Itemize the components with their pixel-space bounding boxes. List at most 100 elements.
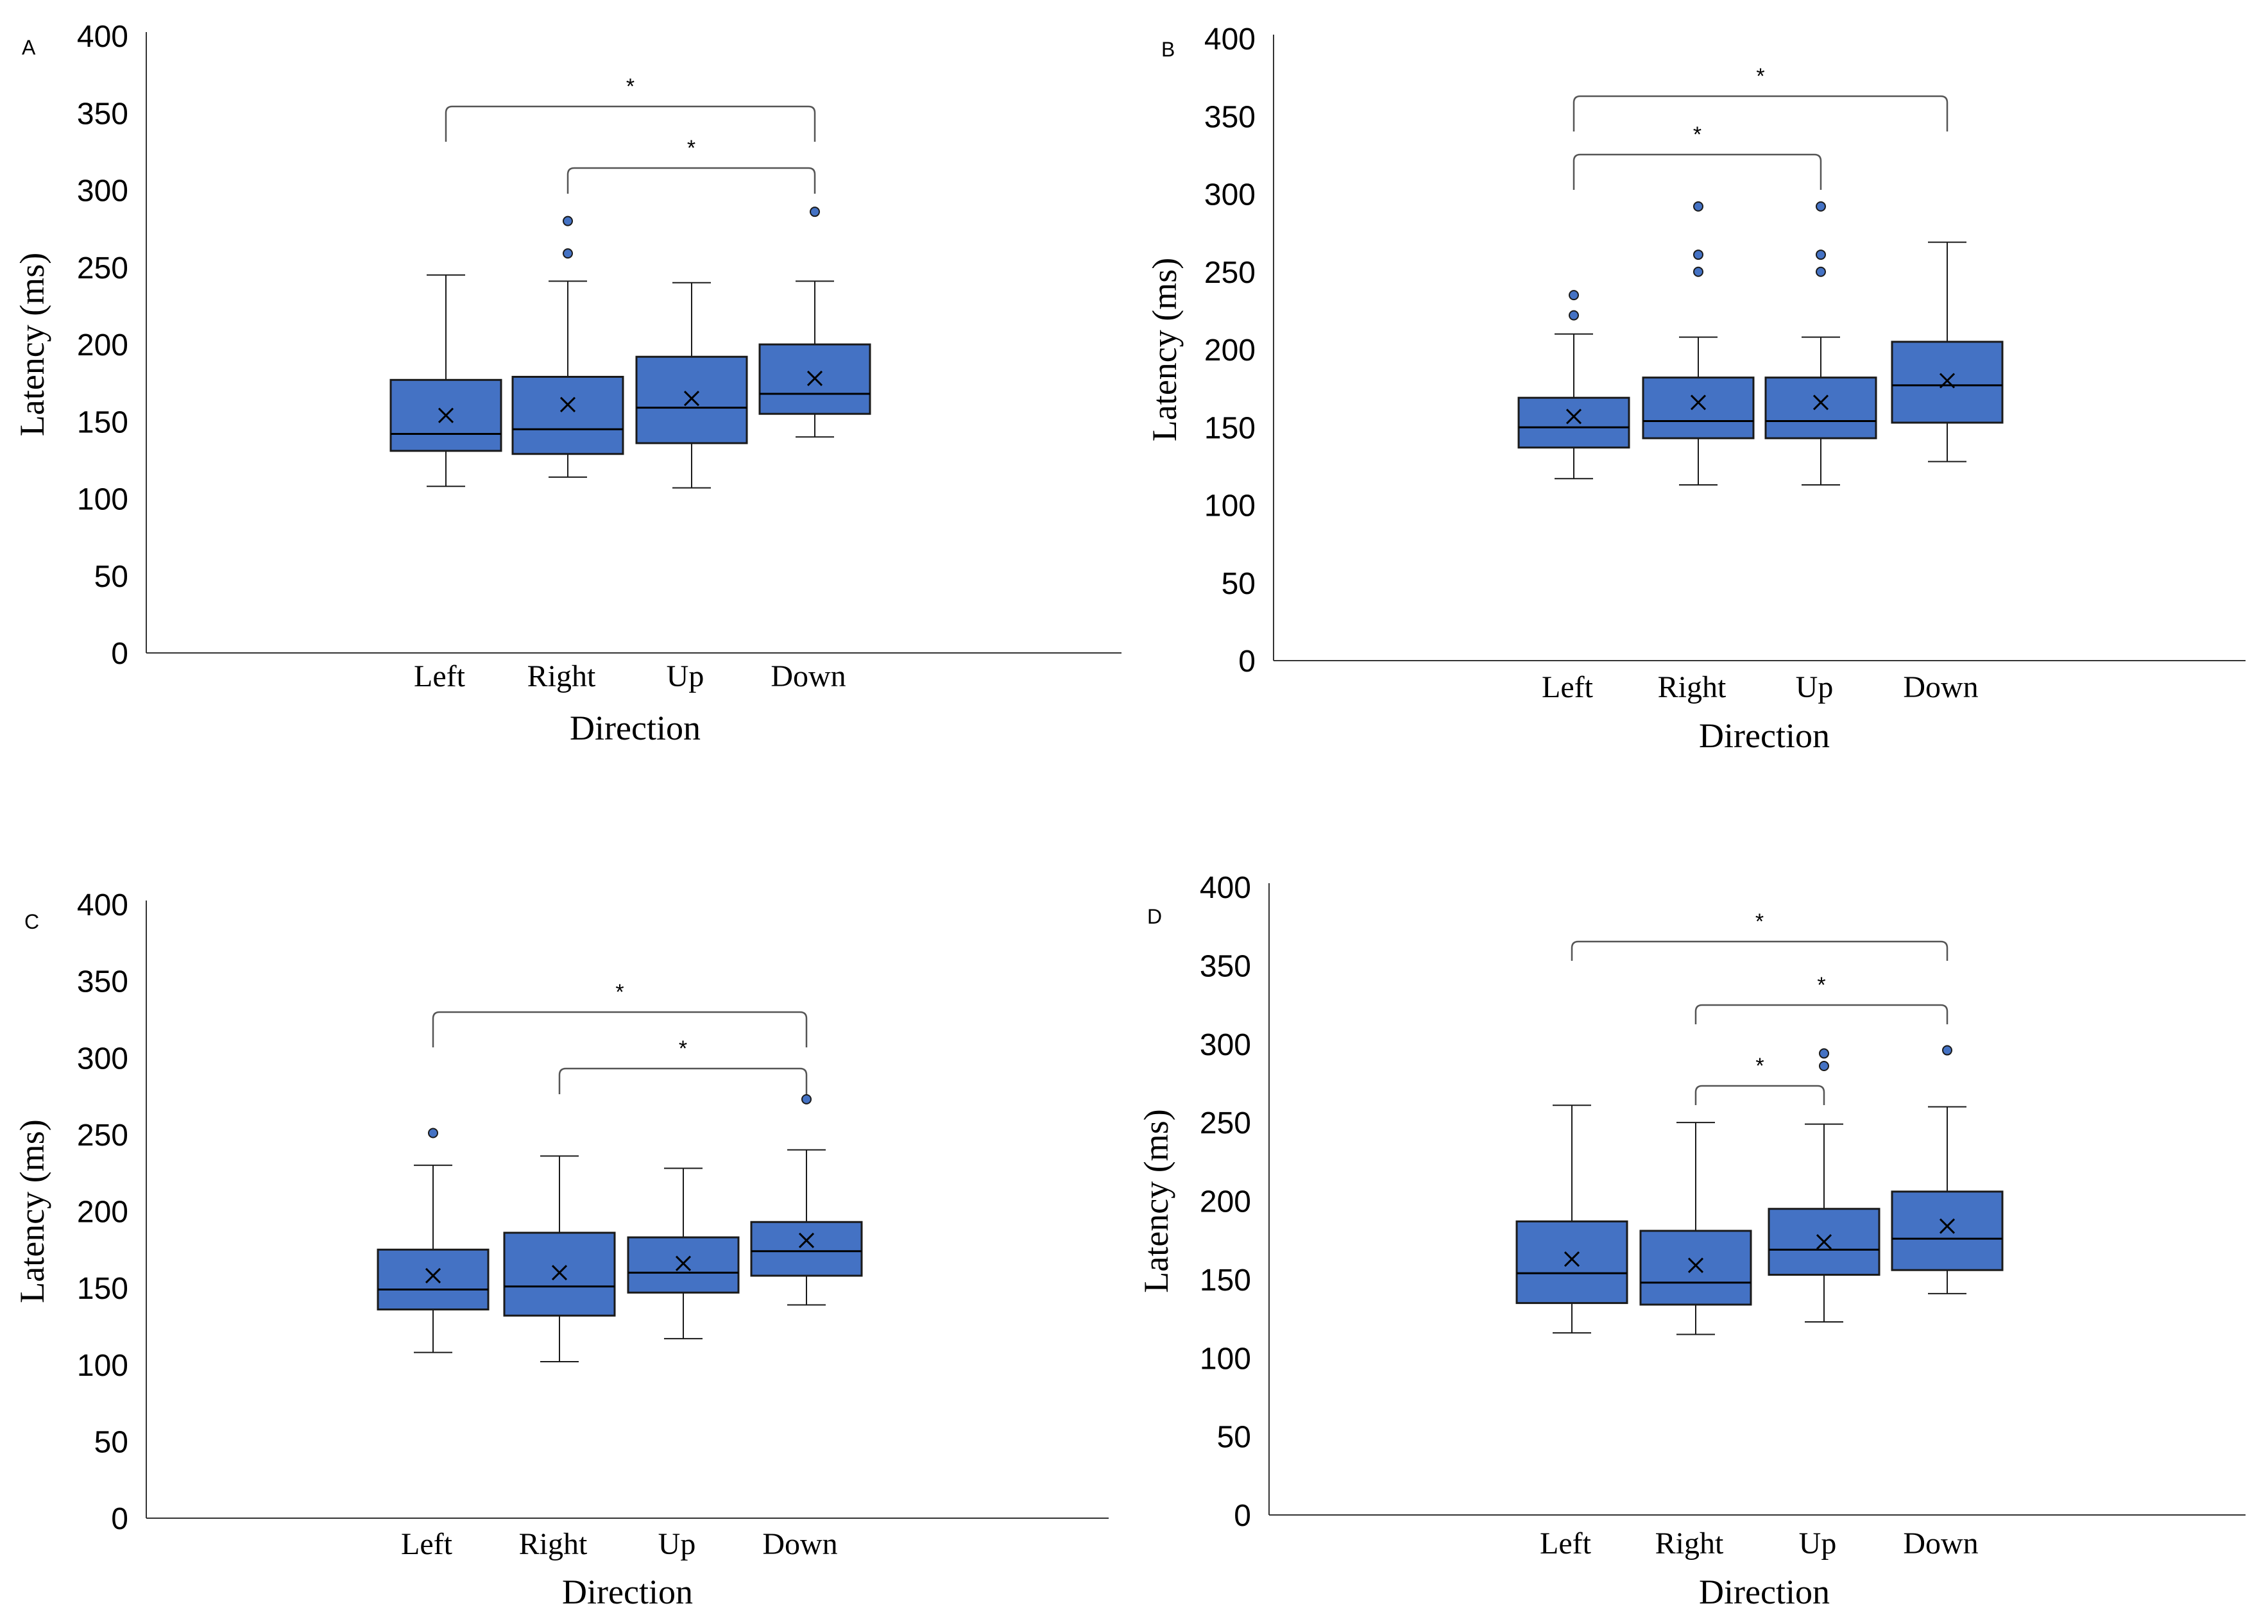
- box-right: [503, 1231, 616, 1317]
- significance-bracket: [1573, 153, 1822, 190]
- box-right: [511, 376, 624, 455]
- x-category-label: Left: [414, 659, 466, 693]
- outlier-point: [1942, 1045, 1952, 1056]
- y-tick-label: 350: [77, 97, 128, 131]
- outlier-point: [1569, 310, 1579, 321]
- outlier-point: [1819, 1061, 1829, 1072]
- significance-bracket: [1694, 1004, 1948, 1024]
- x-category-label: Up: [658, 1527, 696, 1561]
- box-down: [750, 1221, 863, 1277]
- y-tick-label: 50: [94, 1425, 128, 1459]
- x-category-label: Right: [527, 659, 596, 693]
- box-down: [1891, 1190, 2004, 1271]
- outlier-point: [810, 207, 820, 217]
- y-tick-label: 300: [1200, 1028, 1251, 1062]
- box-left: [1515, 1220, 1628, 1305]
- outlier-point: [1816, 266, 1826, 277]
- box-right: [1639, 1230, 1752, 1306]
- mean-marker: [806, 370, 823, 386]
- y-tick-label: 50: [1217, 1421, 1251, 1455]
- significance-bracket: [1694, 1085, 1825, 1105]
- significance-bracket: [432, 1011, 808, 1047]
- significance-star: *: [687, 136, 695, 160]
- x-category-label: Down: [771, 659, 846, 693]
- mean-marker: [1812, 394, 1829, 410]
- mean-marker: [1565, 409, 1582, 425]
- x-category-label: Right: [519, 1527, 588, 1561]
- chart-panel-a: A 0 50 100 150 200 250 300 350 400 Latency (ms) Dir…: [13, 20, 1121, 747]
- mean-marker: [1939, 1218, 1956, 1234]
- y-axis-title: Latency (ms): [13, 253, 51, 436]
- y-tick-label: 0: [111, 637, 128, 671]
- x-axis-title: Direction: [562, 1573, 693, 1611]
- mean-marker: [1939, 373, 1956, 389]
- x-axis-title: Direction: [1699, 1573, 1830, 1611]
- significance-bracket: [445, 105, 816, 142]
- mean-marker: [1687, 1257, 1704, 1273]
- mean-marker: [798, 1232, 815, 1249]
- y-tick-label: 400: [1204, 22, 1256, 56]
- y-tick-label: 0: [1238, 645, 1256, 679]
- x-category-label: Down: [762, 1527, 837, 1561]
- box-left: [389, 378, 502, 452]
- mean-marker: [1564, 1251, 1580, 1267]
- x-category-label: Left: [1540, 1527, 1592, 1561]
- y-tick-label: 400: [1200, 871, 1251, 905]
- box-up: [1764, 376, 1877, 439]
- outlier-point: [563, 248, 573, 259]
- x-category-label: Down: [1903, 670, 1978, 704]
- significance-bracket: [1573, 95, 1948, 131]
- mean-marker: [551, 1265, 568, 1281]
- outlier-point: [563, 216, 573, 226]
- y-tick-label: 150: [1200, 1264, 1251, 1298]
- significance-bracket: [1571, 940, 1948, 961]
- y-tick-label: 0: [1234, 1499, 1251, 1533]
- y-tick-label: 150: [1204, 411, 1256, 445]
- y-axis-title: Latency (ms): [1145, 258, 1184, 441]
- significance-star: *: [1755, 1054, 1764, 1078]
- mean-marker: [675, 1255, 692, 1271]
- x-category-label: Down: [1903, 1527, 1978, 1561]
- outlier-point: [1816, 250, 1826, 260]
- significance-star: *: [615, 980, 624, 1004]
- y-tick-label: 100: [1200, 1342, 1251, 1376]
- outlier-point: [1693, 266, 1703, 277]
- y-tick-label: 200: [77, 328, 128, 362]
- y-tick-label: 250: [77, 251, 128, 285]
- x-category-label: Right: [1658, 670, 1727, 704]
- box-down: [1891, 341, 2004, 424]
- y-tick-label: 400: [77, 20, 128, 54]
- x-axis-title: Direction: [1699, 716, 1830, 755]
- y-tick-label: 0: [111, 1502, 128, 1536]
- panel-label: A: [22, 36, 36, 59]
- y-tick-label: 350: [77, 965, 128, 999]
- panel-label: C: [24, 910, 39, 933]
- y-tick-label: 200: [1204, 334, 1256, 368]
- y-tick-label: 250: [77, 1119, 128, 1153]
- significance-star: *: [1693, 123, 1701, 147]
- y-tick-label: 350: [1204, 100, 1256, 134]
- y-tick-label: 100: [77, 1349, 128, 1383]
- mean-marker: [1690, 394, 1707, 410]
- significance-star: *: [626, 74, 635, 99]
- chart-panel-c: C 0 50 100 150 200 250 300 350 400 Latency (ms) Dir…: [13, 888, 1109, 1611]
- y-tick-label: 200: [1200, 1185, 1251, 1219]
- x-category-label: Right: [1655, 1527, 1724, 1561]
- x-category-label: Left: [1542, 670, 1594, 704]
- y-tick-label: 300: [77, 1042, 128, 1076]
- y-tick-label: 50: [1222, 567, 1256, 601]
- y-tick-label: 250: [1204, 256, 1256, 290]
- y-axis-title: Latency (ms): [13, 1119, 51, 1303]
- significance-star: *: [679, 1036, 687, 1061]
- significance-star: *: [1817, 973, 1825, 997]
- y-tick-label: 100: [77, 483, 128, 517]
- y-tick-label: 400: [77, 888, 128, 922]
- outlier-point: [1816, 201, 1826, 212]
- mean-marker: [438, 407, 454, 423]
- x-category-label: Up: [1799, 1527, 1837, 1561]
- significance-bracket: [567, 167, 816, 194]
- x-category-label: Left: [401, 1527, 453, 1561]
- y-tick-label: 200: [77, 1196, 128, 1230]
- y-tick-label: 50: [94, 560, 128, 594]
